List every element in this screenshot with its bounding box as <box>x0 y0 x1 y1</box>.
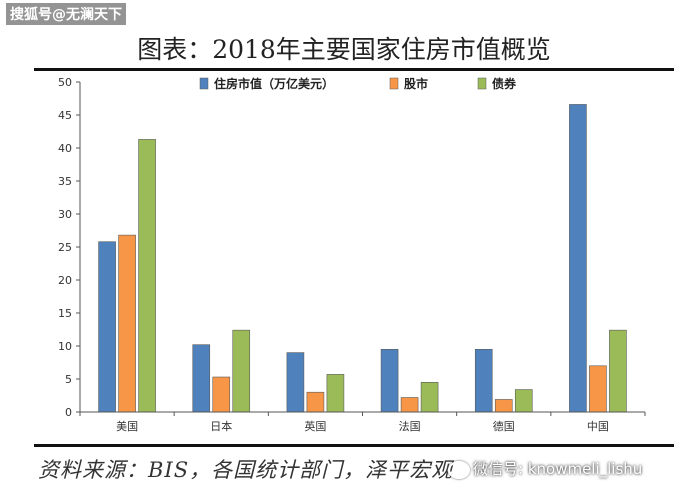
bar <box>138 139 156 413</box>
bar <box>420 381 439 413</box>
bar <box>609 329 627 413</box>
y-tick-label: 40 <box>58 142 72 155</box>
chart-title: 图表：2018年主要国家住房市值概览 <box>137 35 551 64</box>
y-tick-label: 45 <box>58 109 72 122</box>
bar <box>232 329 251 413</box>
x-tick-label: 德国 <box>493 419 515 433</box>
bottom-divider <box>34 444 674 447</box>
x-tick-label: 美国 <box>116 420 138 433</box>
watermark-top: 搜狐号@无澜天下 <box>6 3 126 25</box>
watermark-bottom-text: 微信号: knowmeli_lishu <box>473 460 643 478</box>
bar <box>306 391 325 413</box>
legend-swatch <box>199 77 209 90</box>
bar <box>569 104 587 413</box>
legend-label: 债券 <box>492 76 517 91</box>
title-divider <box>34 68 674 71</box>
wechat-icon <box>448 460 470 479</box>
x-tick-label: 日本 <box>210 419 232 433</box>
source-note: 资料来源：BIS，各国统计部门，泽平宏观 <box>38 458 454 482</box>
legend: 住房市值（万亿美元） 股市 债券 <box>199 76 517 91</box>
bar <box>326 374 345 413</box>
x-axis: 美国 日本 英国 法国 德国 中国 <box>79 411 646 433</box>
bar-chart: 住房市值（万亿美元） 股市 债券 0 5 10 15 20 25 30 35 40 45 50 美国 日本… <box>58 76 646 433</box>
bar <box>474 348 493 413</box>
bar <box>98 241 116 413</box>
bar <box>400 397 419 413</box>
y-tick-label: 10 <box>58 340 72 353</box>
legend-swatch <box>477 77 487 90</box>
legend-label: 股市 <box>404 76 428 91</box>
x-tick-label: 中国 <box>587 420 609 433</box>
y-tick-label: 30 <box>58 208 72 221</box>
y-tick-label: 20 <box>58 274 72 287</box>
y-axis: 0 5 10 15 20 25 30 35 40 45 50 <box>58 76 81 419</box>
bar <box>494 399 513 413</box>
bar <box>514 389 533 413</box>
bar <box>212 376 231 413</box>
bars <box>98 104 627 413</box>
y-tick-label: 35 <box>58 175 72 188</box>
bar <box>589 365 607 413</box>
y-tick-label: 50 <box>58 76 72 89</box>
bar <box>118 234 136 413</box>
bar <box>286 352 305 413</box>
y-tick-label: 5 <box>65 373 72 386</box>
y-tick-label: 25 <box>58 241 72 254</box>
watermark-bottom: 微信号: knowmeli_lishu <box>448 458 642 479</box>
bar <box>380 348 399 413</box>
y-tick-label: 0 <box>65 406 72 419</box>
x-tick-label: 英国 <box>304 419 326 433</box>
bar <box>192 344 211 413</box>
y-tick-label: 15 <box>58 307 72 320</box>
legend-swatch <box>389 77 399 90</box>
x-tick-label: 法国 <box>399 419 421 433</box>
legend-label: 住房市值（万亿美元） <box>214 76 334 91</box>
